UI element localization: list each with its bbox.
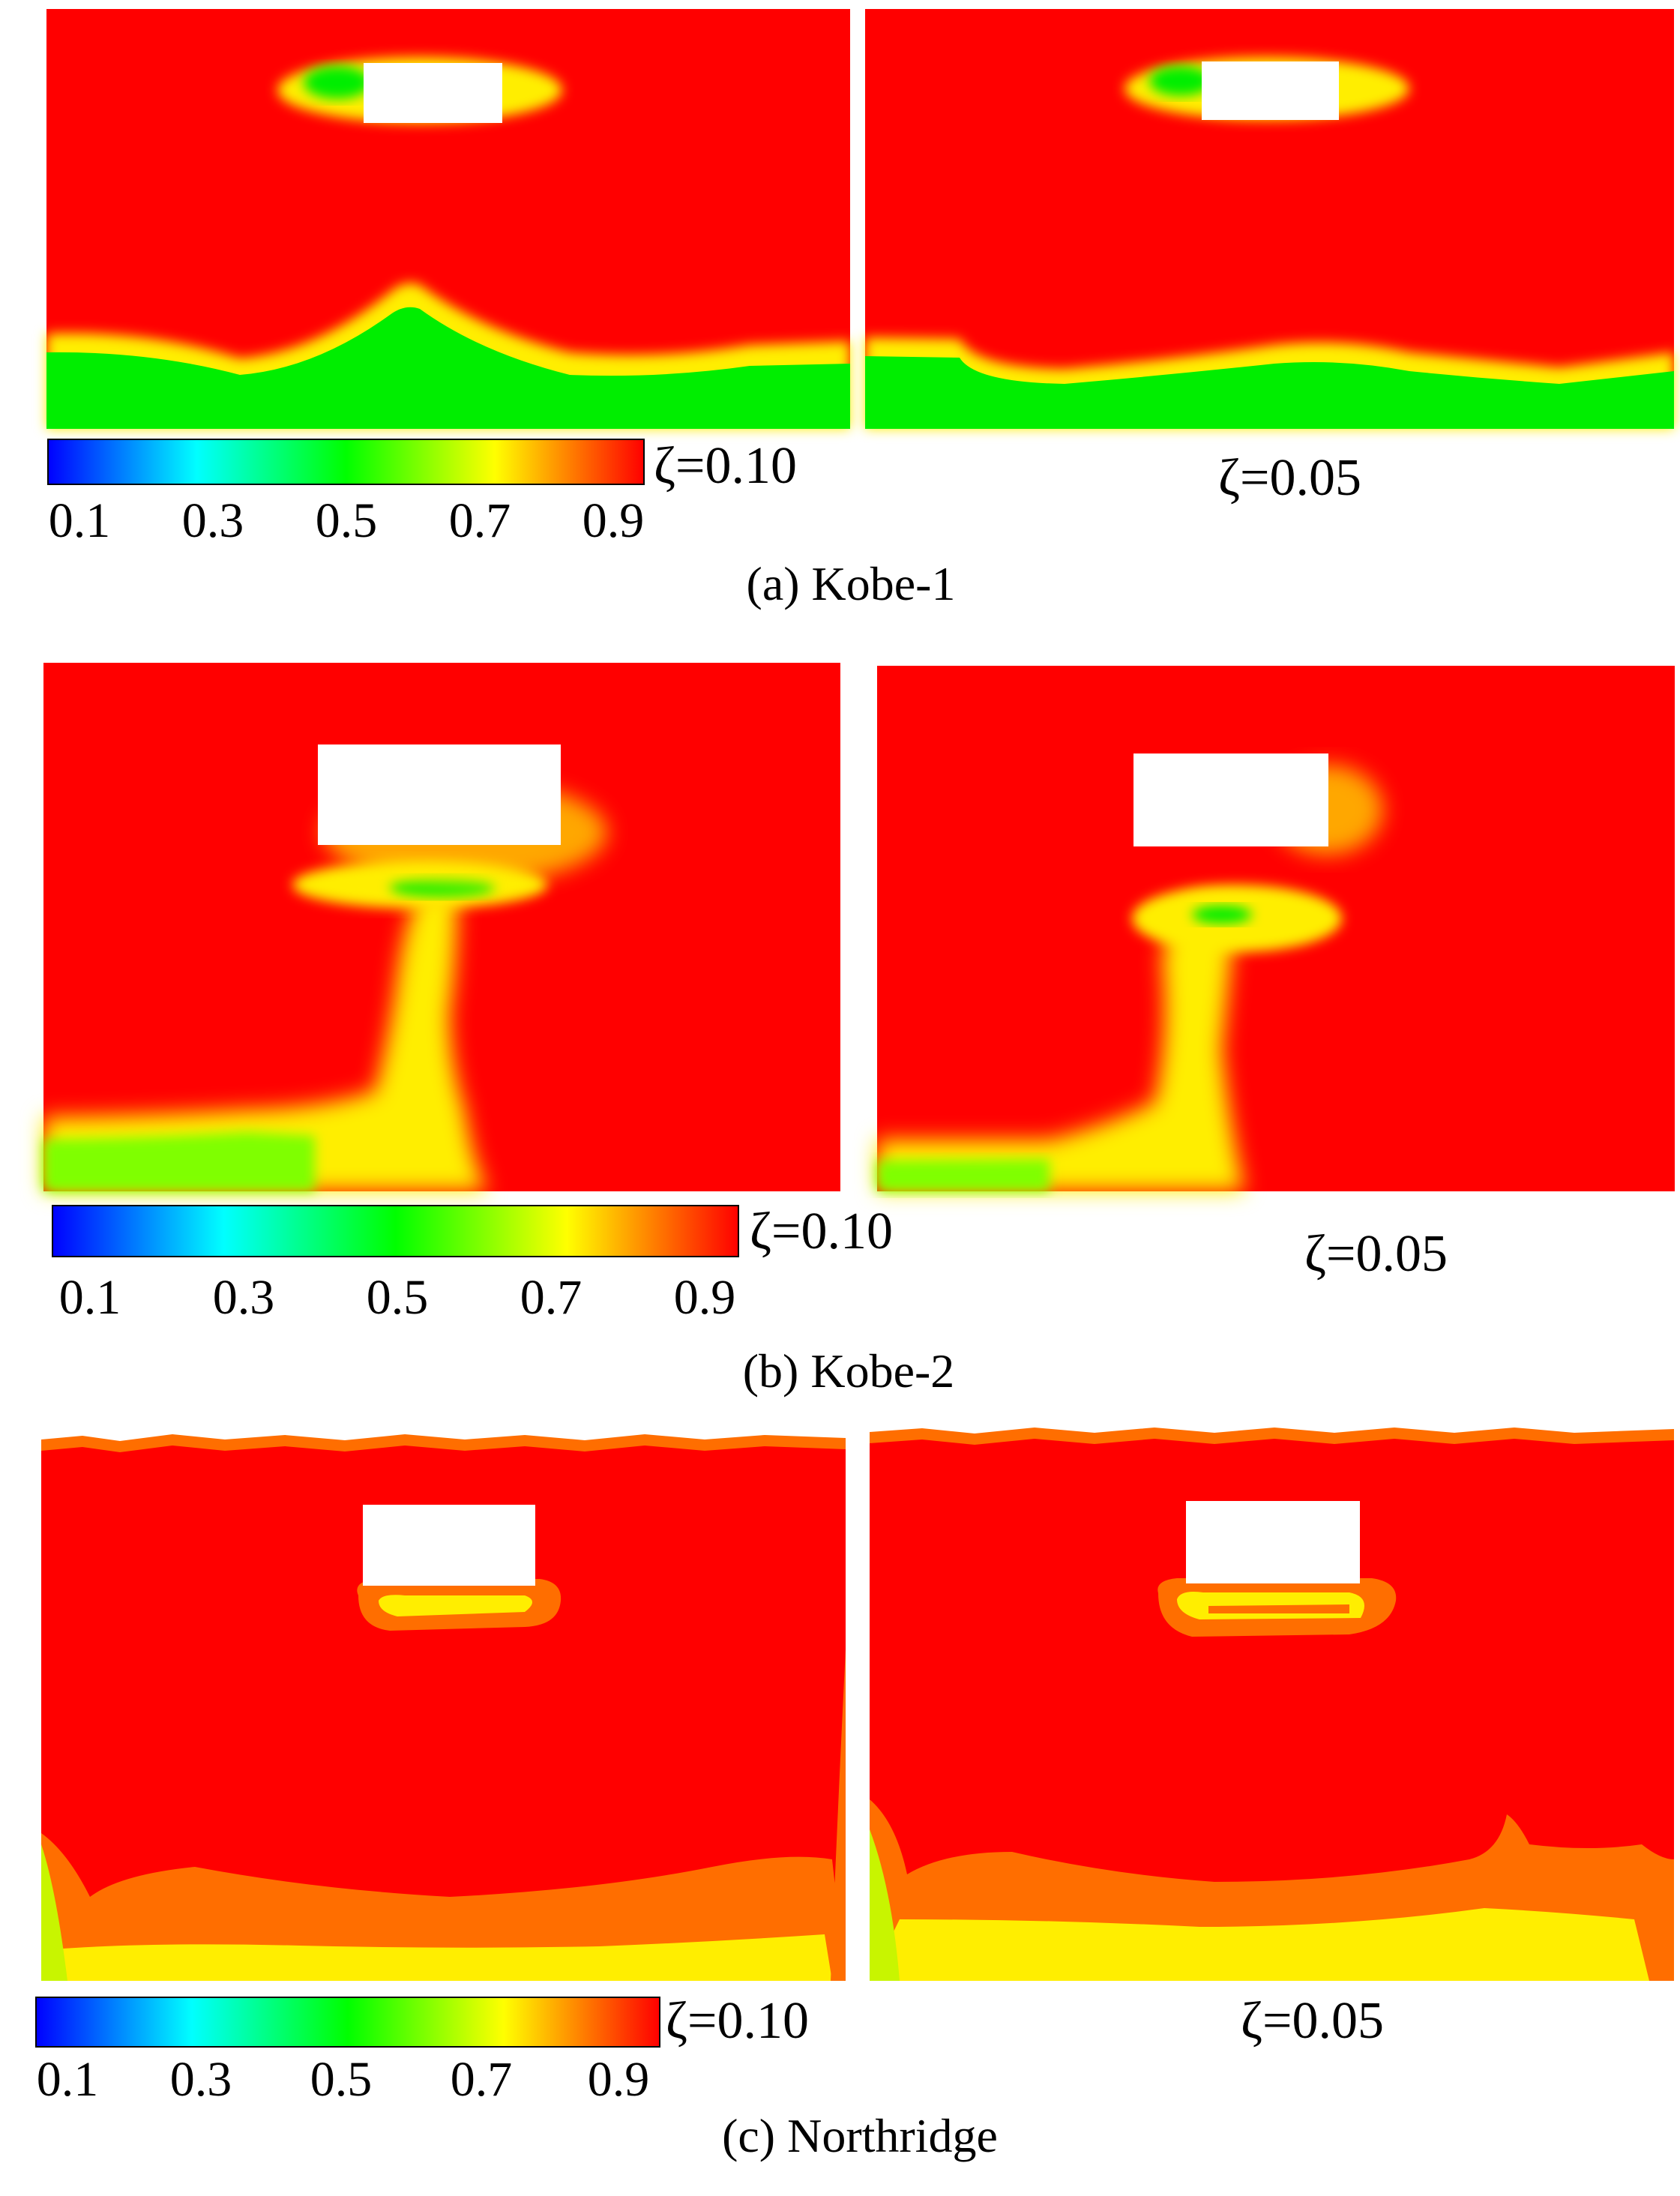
colorbar-tick: 0.7: [451, 2052, 513, 2107]
contour-plot-a-right: [865, 9, 1674, 429]
colorbar-tick: 0.3: [170, 2052, 232, 2107]
structure-opening: [318, 744, 561, 845]
colorbar-c: [35, 1997, 660, 2048]
structure-opening: [364, 63, 502, 123]
contour-plot-b-right: [877, 666, 1675, 1191]
colorbar-tick: 0.9: [588, 2052, 650, 2107]
damping-label-right: ζ=0.05: [1304, 1225, 1448, 1283]
colorbar-tick: 0.5: [367, 1270, 429, 1325]
colorbar-tick: 0.7: [520, 1270, 582, 1325]
colorbar-b: [52, 1205, 739, 1257]
structure-opening: [1202, 61, 1339, 120]
panel-a: 0.1 0.3 0.5 0.7 0.9 ζ=0.10 ζ=0.05 (a) Ko…: [46, 9, 1674, 610]
colorbar-tick: 0.9: [582, 493, 645, 548]
colorbar-tick: 0.1: [37, 2052, 99, 2107]
colorbar-tick: 0.7: [449, 493, 511, 548]
structure-opening: [363, 1505, 535, 1586]
structure-opening: [1133, 753, 1328, 846]
contour-plot-a-left: [46, 9, 850, 429]
colorbar-tick: 0.3: [182, 493, 244, 548]
colorbar-tick: 0.1: [59, 1270, 121, 1325]
colorbar-tick: 0.3: [213, 1270, 275, 1325]
colorbar-a: [47, 439, 645, 485]
contour-plot-c-left: [41, 1434, 846, 1981]
damping-label-right: ζ=0.05: [1218, 449, 1361, 507]
colorbar-tick: 0.9: [674, 1270, 736, 1325]
structure-opening: [1186, 1501, 1360, 1583]
panel-c: 0.1 0.3 0.5 0.7 0.9 ζ=0.10 ζ=0.05 (c) No…: [35, 1428, 1674, 2162]
contour-plot-c-right: [870, 1428, 1674, 1981]
colorbar-tick: 0.5: [316, 493, 378, 548]
caption-c: (c) Northridge: [722, 2109, 998, 2162]
damping-label-left: ζ=0.10: [666, 1992, 809, 2050]
panel-b: 0.1 0.3 0.5 0.7 0.9 ζ=0.10 ζ=0.05 (b) Ko…: [43, 663, 1675, 1398]
damping-label-left: ζ=0.10: [654, 437, 797, 495]
colorbar-tick: 0.1: [49, 493, 111, 548]
damping-label-right: ζ=0.05: [1241, 1992, 1384, 2050]
colorbar-tick: 0.5: [310, 2052, 373, 2107]
caption-b: (b) Kobe-2: [743, 1344, 955, 1398]
contour-plot-b-left: [43, 663, 840, 1191]
caption-a: (a) Kobe-1: [747, 557, 956, 610]
damping-label-left: ζ=0.10: [750, 1203, 893, 1260]
